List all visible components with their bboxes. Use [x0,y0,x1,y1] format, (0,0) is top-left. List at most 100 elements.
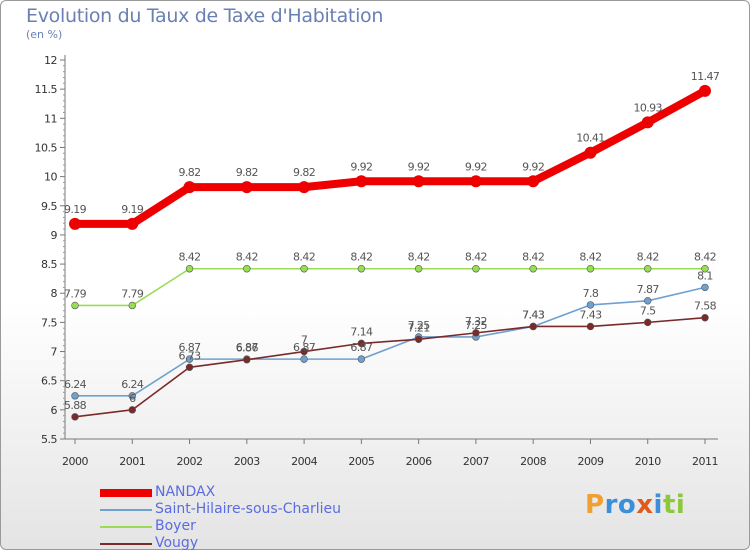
chart-title: Evolution du Taux de Taxe d'Habitation [26,5,384,27]
data-label-saint-hilaire-sous-charlieu: 7.25 [465,319,488,332]
data-label-saint-hilaire-sous-charlieu: 7.87 [637,283,660,296]
data-label-boyer: 8.42 [465,251,487,264]
y-tick-label: 11.5 [35,83,58,96]
data-label-vougy: 5.88 [64,399,87,412]
legend-swatch [100,489,152,497]
data-label-boyer: 8.42 [236,251,258,264]
data-point-boyer [128,301,136,310]
data-label-vougy: 6.73 [178,349,201,362]
data-point-nandax [355,175,368,188]
data-point-vougy [185,363,194,371]
data-point-nandax [69,217,81,230]
data-point-saint-hilaire-sous-charlieu [357,355,366,363]
data-point-nandax [527,175,540,188]
x-tick-label: 2003 [234,455,260,468]
x-tick-label: 2005 [348,455,374,468]
data-label-vougy: 7.32 [465,315,487,328]
data-point-vougy [128,406,136,414]
data-label-boyer: 7.79 [64,287,87,300]
legend-label: Vougy [155,535,199,551]
data-label-nandax: 9.92 [522,160,544,173]
data-point-saint-hilaire-sous-charlieu [644,297,652,305]
data-point-vougy [472,329,480,337]
legend-label: Boyer [155,518,196,534]
data-point-nandax [584,146,597,159]
data-label-saint-hilaire-sous-charlieu: 6.87 [236,341,259,354]
data-label-boyer: 8.42 [637,251,659,264]
x-tick-label: 2009 [577,455,603,468]
y-tick-label: 8.5 [41,258,57,271]
y-tick-label: 5.5 [41,433,57,446]
data-label-nandax: 9.92 [350,160,372,173]
data-point-boyer [71,301,79,310]
data-label-vougy: 7.43 [522,308,545,321]
data-point-saint-hilaire-sous-charlieu [701,283,709,292]
data-point-vougy [529,322,537,331]
data-point-saint-hilaire-sous-charlieu [300,355,308,363]
y-tick-label: 6.5 [41,375,57,388]
data-label-vougy: 7.58 [694,300,717,313]
data-point-vougy [243,356,251,364]
data-point-saint-hilaire-sous-charlieu [128,392,136,400]
y-tick-label: 9.5 [41,200,57,213]
x-tick-label: 2000 [62,455,88,468]
data-label-vougy: 7.43 [579,308,602,321]
x-tick-label: 2008 [520,455,546,468]
chart-subtitle: (en %) [26,28,63,41]
legend-swatch [100,509,152,511]
data-point-boyer [414,265,423,273]
data-point-vougy [701,314,709,322]
proxiti-logo: Proxiti [585,490,686,520]
data-point-saint-hilaire-sous-charlieu [185,355,194,363]
data-label-nandax: 9.19 [121,203,144,216]
data-label-vougy: 7 [301,334,308,347]
data-point-nandax [641,116,654,129]
x-tick-label: 2006 [406,455,432,468]
data-point-vougy [644,318,652,327]
legend-swatch [100,526,152,528]
y-tick-label: 8 [51,287,58,300]
data-point-boyer [185,265,194,273]
data-label-saint-hilaire-sous-charlieu: 7.43 [522,308,545,321]
data-label-boyer: 8.42 [522,251,544,264]
data-point-saint-hilaire-sous-charlieu [71,392,79,400]
y-tick-label: 6 [51,404,58,417]
series-line-boyer [75,267,705,307]
data-point-boyer [701,265,709,273]
legend-label: Saint-Hilaire-sous-Charlieu [155,501,341,517]
data-label-vougy: 6 [129,392,136,405]
data-point-nandax [699,84,711,97]
data-point-nandax [240,181,253,194]
data-label-saint-hilaire-sous-charlieu: 6.24 [121,378,144,391]
y-tick-label: 9 [51,229,58,242]
y-tick-label: 12 [44,54,57,67]
data-label-saint-hilaire-sous-charlieu: 6.87 [293,341,316,354]
y-tick-label: 7.5 [41,316,57,329]
legend-label: NANDAX [155,484,216,500]
data-label-boyer: 7.79 [121,287,144,300]
data-label-vougy: 7.21 [408,321,430,334]
x-tick-label: 2011 [692,455,718,468]
data-point-vougy [586,322,595,331]
data-label-nandax: 9.19 [64,203,87,216]
data-label-vougy: 6.86 [236,342,259,355]
y-tick-label: 10 [44,171,57,184]
data-point-nandax [469,175,482,188]
data-label-saint-hilaire-sous-charlieu: 6.87 [178,341,201,354]
data-label-boyer: 8.42 [694,251,716,264]
data-point-boyer [529,265,537,273]
legend-swatch [100,543,152,545]
data-label-nandax: 9.92 [408,160,430,173]
data-label-nandax: 9.82 [236,166,258,179]
data-point-boyer [472,265,480,273]
data-label-nandax: 9.82 [293,166,315,179]
series-line-vougy [74,316,706,418]
data-point-vougy [71,413,79,421]
data-label-saint-hilaire-sous-charlieu: 6.87 [350,341,373,354]
data-point-boyer [300,265,308,273]
series-line-saint-hilaire-sous-charlieu [75,286,706,397]
data-point-nandax [126,217,139,230]
data-label-nandax: 10.93 [633,101,662,114]
